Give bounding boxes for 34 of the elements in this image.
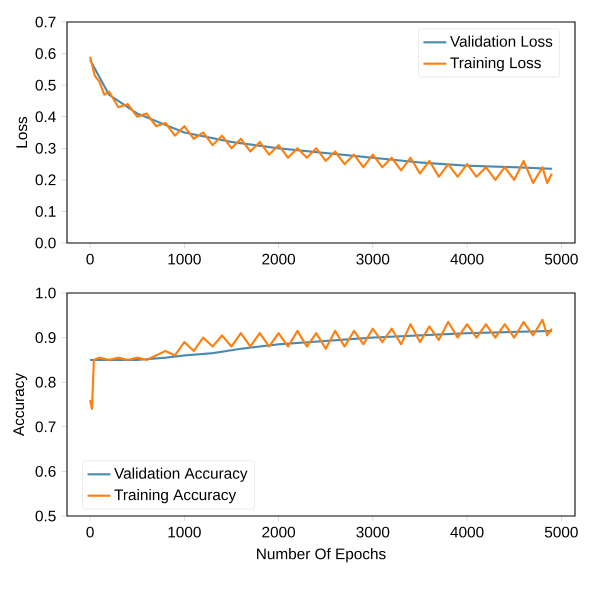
y-tick-label: 0.6: [36, 48, 56, 60]
y-tick-label: 0.3: [36, 142, 56, 154]
x-tick-label: 3000: [356, 254, 390, 265]
y-tick-label: 0.6: [36, 466, 56, 477]
legend-label: Training Loss: [450, 56, 541, 72]
x-tick-label: 5000: [544, 254, 578, 265]
y-tick-label: 0.7: [36, 16, 56, 28]
x-tick-label: 1000: [168, 526, 201, 538]
y-tick-label: 0.2: [36, 174, 56, 186]
legend-label: Validation Accuracy: [114, 468, 248, 482]
y-tick-label: 0.9: [36, 332, 56, 344]
y-tick-label: 0.0: [36, 238, 56, 248]
legend-label: Training Accuracy: [114, 488, 236, 504]
x-tick-label: 2000: [262, 254, 296, 265]
x-tick-label: 2000: [262, 526, 296, 538]
x-tick-label: 4000: [450, 254, 484, 265]
x-tick-label: 0: [86, 254, 94, 265]
x-tick-label: 3000: [356, 526, 390, 538]
y-tick-label: 1.0: [36, 288, 56, 298]
y-tick-label: 0.5: [36, 80, 56, 91]
y-tick-label: 0.7: [36, 421, 56, 432]
x-tick-label: 0: [86, 526, 94, 538]
y-tick-label: 0.8: [36, 376, 56, 388]
x-tick-label: 5000: [544, 526, 578, 538]
line-series: [89, 318, 553, 410]
legend-label: Validation Loss: [450, 36, 552, 47]
x-axis-title: Number Of Epochs: [257, 548, 386, 562]
y-tick-label: 0.1: [36, 206, 56, 217]
y-axis-title: Loss: [16, 116, 28, 148]
x-tick-label: 4000: [450, 526, 484, 538]
x-tick-label: 1000: [168, 254, 201, 265]
y-tick-label: 0.5: [36, 510, 56, 522]
y-tick-label: 0.4: [36, 111, 56, 122]
y-axis-title: Accuracy: [13, 373, 28, 436]
